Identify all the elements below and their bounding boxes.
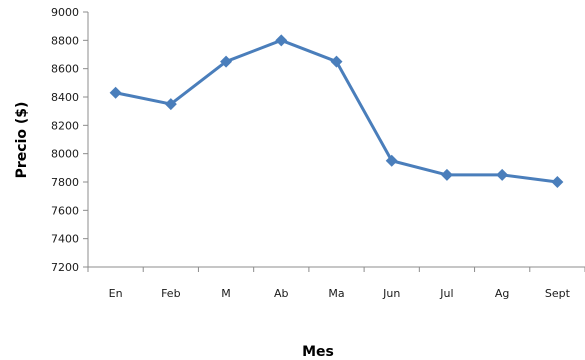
data-point-marker <box>551 176 564 188</box>
axes <box>87 12 585 268</box>
data-point-marker <box>220 55 233 68</box>
series-group <box>109 34 564 188</box>
y-axis-title: Precio ($) <box>14 102 30 179</box>
data-point-marker <box>330 55 343 68</box>
x-tick-label: Ag <box>495 287 510 300</box>
y-axis-ticks: 7200 7400 7600 7800 8000 8200 8400 8600 8800 9000 <box>51 6 88 274</box>
y-tick-label: 7400 <box>51 233 79 246</box>
x-axis-title: Mes <box>302 344 334 360</box>
x-tick-label: Ma <box>328 287 344 300</box>
y-tick-label: 7800 <box>51 176 79 189</box>
x-axis-ticks: En Feb M Ab Ma Jun Jul Ag Sept <box>87 267 585 300</box>
x-tick-label: Feb <box>161 287 180 300</box>
x-tick-label: M <box>221 287 231 300</box>
y-tick-label: 8600 <box>51 63 79 76</box>
y-tick-label: 7600 <box>51 204 79 217</box>
y-tick-label: 7200 <box>51 261 79 274</box>
data-point-marker <box>164 98 177 111</box>
x-tick-label: En <box>109 287 123 300</box>
x-tick-label: Sept <box>545 287 571 300</box>
x-tick-label: Ab <box>274 287 289 300</box>
data-point-marker <box>275 34 288 47</box>
data-point-marker <box>385 154 398 167</box>
x-tick-label: Jul <box>439 287 453 300</box>
y-tick-label: 8000 <box>51 148 79 161</box>
y-tick-label: 8200 <box>51 119 79 132</box>
data-point-marker <box>109 86 122 99</box>
data-point-marker <box>496 168 509 181</box>
data-point-marker <box>440 168 453 181</box>
y-tick-label: 8800 <box>51 34 79 47</box>
y-tick-label: 8400 <box>51 91 79 104</box>
x-tick-label: Jun <box>382 287 400 300</box>
y-tick-label: 9000 <box>51 6 79 19</box>
